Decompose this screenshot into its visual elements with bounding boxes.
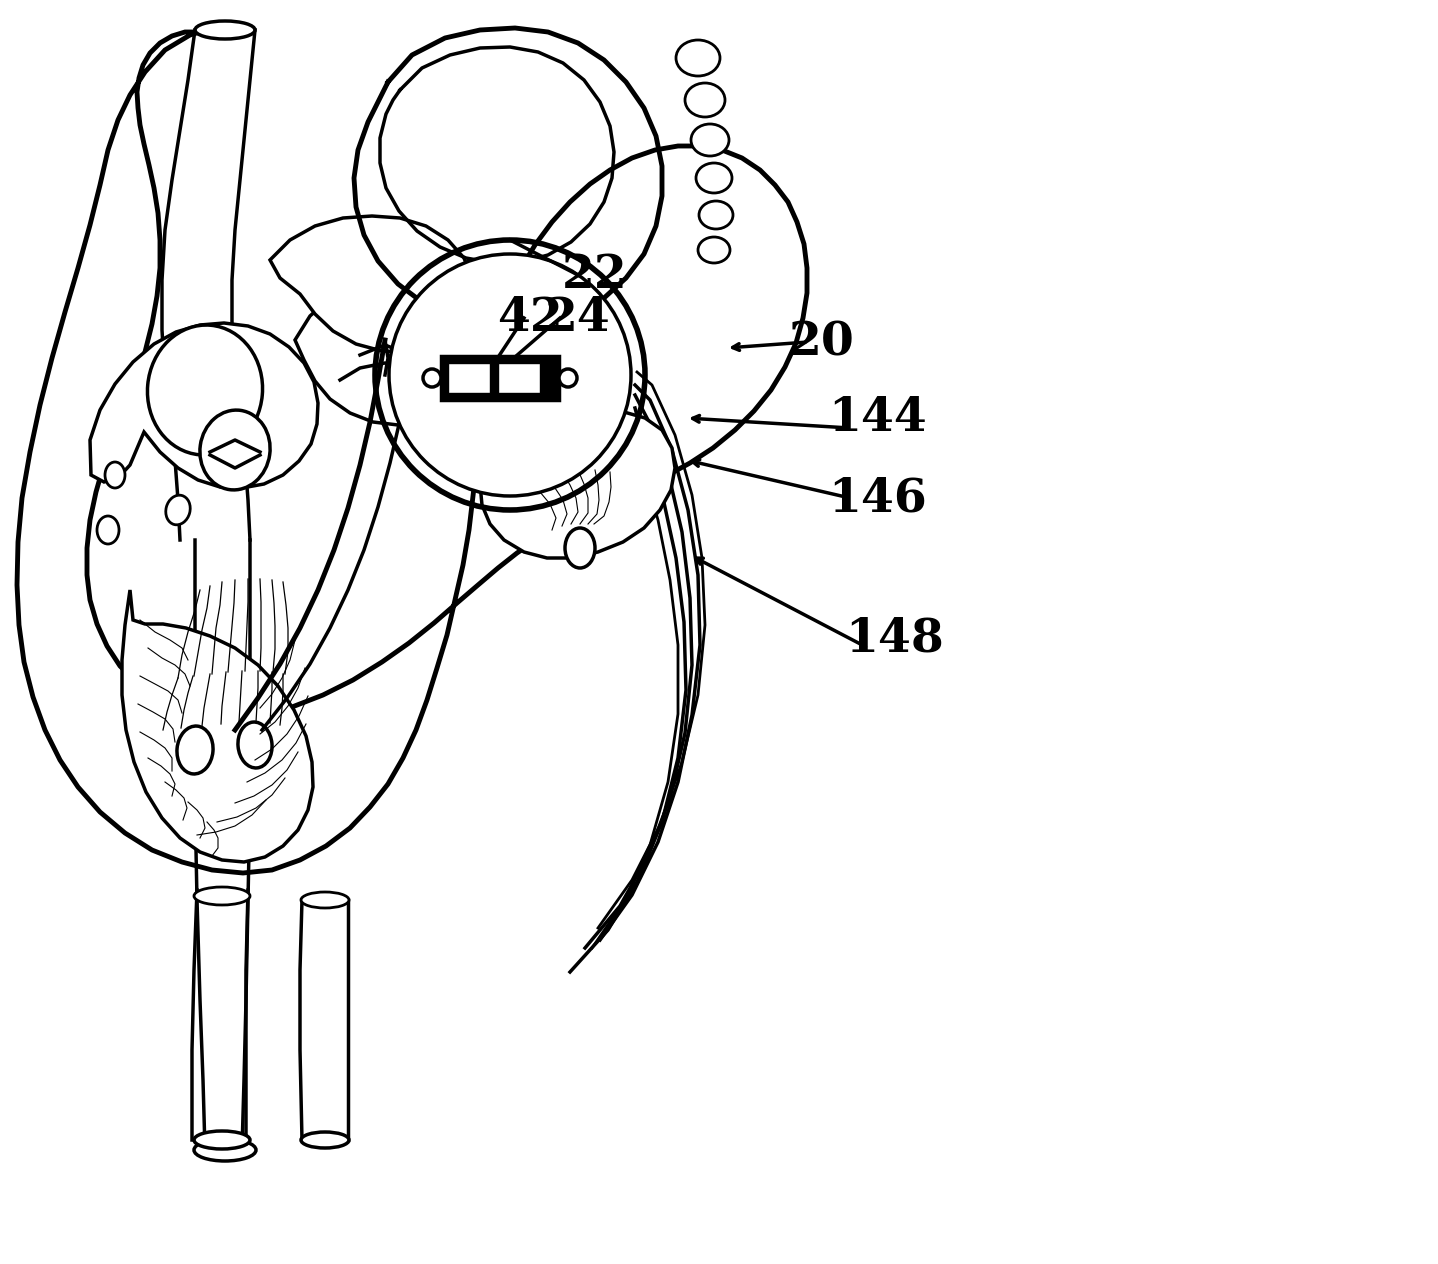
Ellipse shape [194,1139,256,1162]
Polygon shape [17,32,807,873]
Bar [441,356,559,399]
Bar [449,363,490,393]
Ellipse shape [148,325,263,455]
Ellipse shape [96,516,119,544]
Ellipse shape [105,463,125,488]
Circle shape [390,254,631,495]
Text: 146: 146 [828,475,928,521]
Ellipse shape [196,21,255,39]
Polygon shape [295,281,475,425]
Bar [498,363,541,393]
Ellipse shape [565,528,595,568]
Ellipse shape [237,722,272,769]
Polygon shape [270,216,472,351]
Circle shape [559,369,577,387]
Text: 144: 144 [828,394,928,441]
Ellipse shape [697,238,731,263]
Text: 22: 22 [562,252,628,298]
Ellipse shape [200,410,270,490]
Ellipse shape [692,124,729,155]
Polygon shape [91,324,318,488]
Ellipse shape [301,892,349,908]
Ellipse shape [676,40,720,76]
Polygon shape [122,590,313,862]
Text: 42: 42 [498,295,562,341]
Ellipse shape [301,1133,349,1148]
Ellipse shape [194,1131,250,1149]
Text: 20: 20 [789,319,856,365]
Ellipse shape [699,201,733,229]
Text: 148: 148 [846,616,945,661]
Ellipse shape [177,726,213,774]
Ellipse shape [194,887,250,905]
Ellipse shape [684,83,725,118]
Ellipse shape [696,163,732,193]
Text: 24: 24 [545,295,611,341]
Polygon shape [480,412,674,557]
Circle shape [423,369,441,387]
Ellipse shape [165,495,190,525]
